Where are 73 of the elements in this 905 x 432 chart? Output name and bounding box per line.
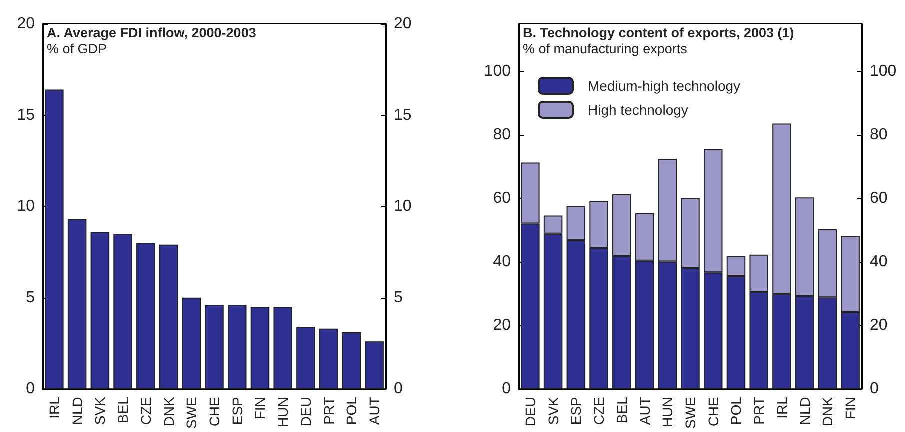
y2-tick-label: 20: [870, 317, 888, 334]
x-tick-label: POL: [728, 396, 744, 426]
x-tick-label: CZE: [591, 397, 608, 426]
y-tick-label: 20: [17, 16, 36, 32]
x-tick-label: NLD: [69, 397, 86, 426]
y-tick-label: 20: [493, 317, 512, 334]
y2-tick-label: 80: [870, 126, 888, 144]
chart-title: B. Technology content of exports, 2003 (1): [523, 26, 794, 40]
x-tick-label: DEU: [522, 397, 538, 427]
y2-tick-label: 15: [394, 106, 412, 124]
x-tick-label: FIN: [842, 397, 859, 420]
y-tick-label: 5: [26, 289, 36, 306]
x-tick-label: FIN: [252, 397, 268, 420]
bar: [182, 298, 202, 390]
legend-label: Medium-high technology: [588, 78, 741, 94]
bar: [45, 90, 64, 390]
x-tick-label: AUT: [366, 396, 383, 426]
y-tick-label: 10: [17, 198, 36, 216]
x-tick-label: CZE: [138, 397, 154, 426]
x-tick-label: DNK: [820, 396, 836, 427]
y-tick-label: 80: [493, 126, 512, 144]
bar: [159, 244, 178, 390]
x-tick-label: SVK: [545, 396, 562, 426]
chart-title: A. Average FDI inflow, 2000-2003: [47, 26, 257, 40]
x-tick-label: HUN: [275, 397, 292, 428]
x-tick-label: BEL: [115, 396, 132, 424]
x-tick-label: ESP: [568, 397, 584, 426]
x-tick-label: POL: [344, 396, 360, 426]
bar: [228, 305, 247, 390]
bar: [68, 219, 87, 390]
y-tick-label: 0: [502, 380, 512, 398]
x-tick-label: PRT: [320, 396, 337, 425]
y-tick-label: 0: [26, 380, 36, 398]
x-tick-label: IRL: [46, 396, 62, 419]
x-tick-label: DEU: [298, 397, 314, 427]
y2-tick-label: 10: [394, 198, 412, 216]
x-tick-label: HUN: [660, 397, 676, 428]
x-tick-label: BEL: [614, 396, 630, 424]
bar: [136, 243, 156, 390]
x-tick-label: PRT: [751, 396, 768, 425]
x-tick-label: NLD: [796, 397, 813, 426]
y2-tick-label: 5: [394, 289, 403, 306]
y-tick-label: 100: [484, 63, 512, 80]
text: % of manufacturing exports: [523, 42, 688, 56]
text: % of GDP: [47, 42, 108, 56]
x-tick-label: CHE: [206, 397, 222, 427]
y2-tick-label: 100: [870, 63, 897, 80]
y-tick-label: 15: [17, 106, 36, 124]
y2-tick-label: 40: [870, 254, 888, 271]
y2-tick-label: 60: [870, 190, 888, 208]
x-tick-label: AUT: [636, 396, 653, 426]
bar: [205, 305, 224, 390]
x-tick-label: SWE: [184, 397, 200, 429]
x-tick-label: CHE: [705, 397, 722, 427]
bar: [90, 232, 110, 390]
y2-tick-label: 0: [394, 380, 403, 398]
y-tick-label: 40: [493, 254, 512, 271]
y-tick-label: 60: [493, 190, 512, 208]
bar: [250, 306, 270, 390]
x-tick-label: DNK: [160, 396, 177, 427]
x-tick-label: SVK: [92, 396, 108, 426]
bar: [296, 327, 316, 390]
x-tick-label: IRL: [774, 396, 790, 419]
bar: [342, 332, 362, 390]
bar: [365, 342, 384, 390]
x-tick-label: ESP: [229, 397, 246, 426]
x-tick-label: SWE: [682, 397, 698, 429]
bar: [274, 306, 292, 390]
legend-label: High technology: [588, 102, 688, 118]
bar: [114, 234, 132, 390]
y2-tick-label: 0: [870, 380, 879, 398]
bar: [319, 328, 338, 390]
y2-tick-label: 20: [394, 16, 412, 32]
